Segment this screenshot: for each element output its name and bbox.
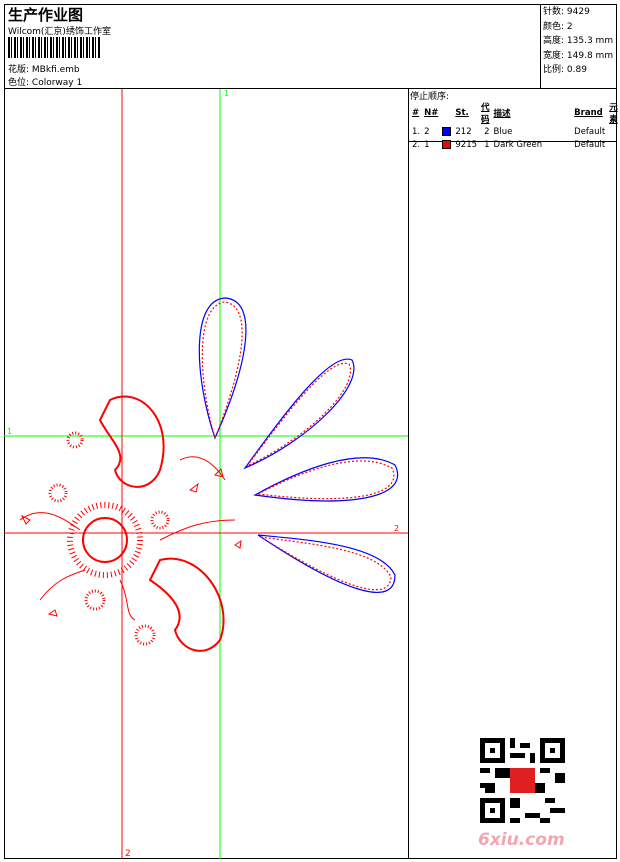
guide-label: 2 [125,849,131,859]
barcode [8,37,100,58]
embroidery-design: 1 1 2 2 [4,89,408,859]
stop-sequence-table: # N# St. 代码 描述 Brand 元素 1. 2 212 2 Blue Default… [410,101,620,151]
table-header: # N# St. 代码 描述 Brand 元素 [412,103,618,125]
scale: 比例: 0.89 [543,65,587,75]
design-canvas: 1 1 2 2 [4,89,409,859]
stitch-count: 针数: 9429 [543,7,590,17]
color-count: 颜色: 2 [543,21,573,32]
width: 宽度: 149.8 mm [543,50,614,61]
guide-label: 1 [7,427,12,436]
company-name: Wilcom(汇京)绣饰工作室 [8,27,111,37]
color-swatch [442,126,452,136]
table-row[interactable]: 1. 2 212 2 Blue Default [412,126,606,137]
height: 高度: 135.3 mm [543,36,614,46]
page-title: 生产作业图 [8,6,84,24]
design-info: 针数: 9429 颜色: 2 高度: 135.3 mm 宽度: 149.8 mm… [541,4,617,89]
guide-label: 2 [394,524,399,533]
paisleys-and-flowers [19,395,242,652]
watermark: 6xiu.com [478,830,565,850]
stop-sequence-title: 停止顺序: [410,92,450,102]
sheet-frame [4,4,617,859]
qr-code [480,738,565,823]
petals [198,297,399,593]
colorway: 色位: Colorway 1 [8,78,83,88]
color-swatch [442,139,452,149]
design-file: 花版: MBkfi.emb [8,65,80,75]
table-row[interactable]: 2. 1 9215 1 Dark Green Default [412,139,606,150]
header [4,4,541,89]
stop-sequence-panel: 停止顺序: # N# St. 代码 描述 Brand 元素 1. 2 212 2 Blue D… [409,89,618,150]
guide-label: 1 [224,89,229,98]
